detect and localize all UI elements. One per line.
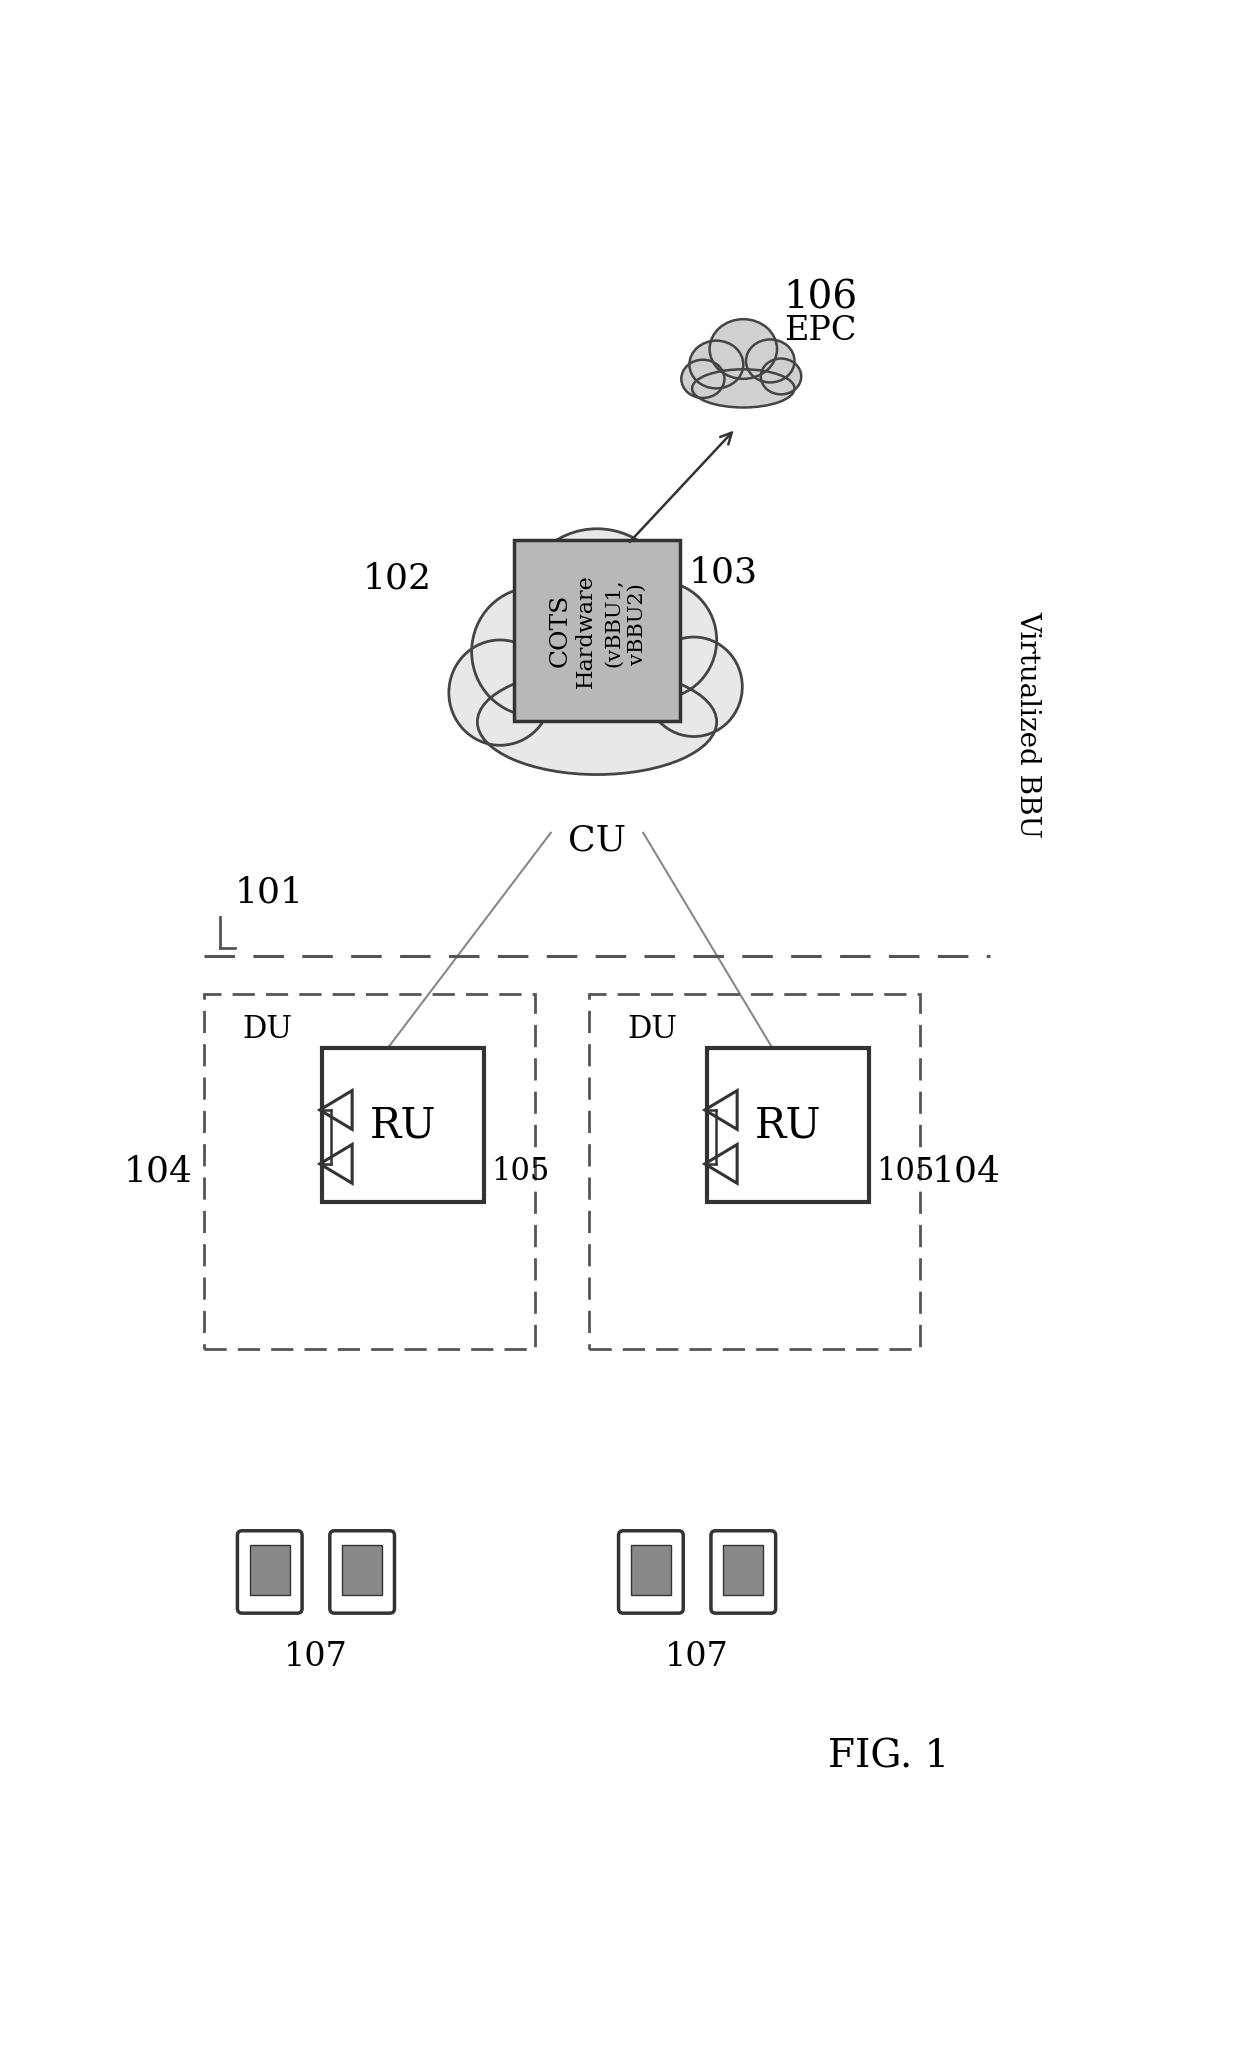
Text: RU: RU — [370, 1104, 436, 1147]
Ellipse shape — [517, 528, 677, 693]
Text: RU: RU — [755, 1104, 821, 1147]
Ellipse shape — [449, 640, 552, 745]
FancyBboxPatch shape — [619, 1531, 683, 1613]
Ellipse shape — [646, 637, 743, 736]
Text: 107: 107 — [665, 1642, 729, 1673]
Text: vBBU2): vBBU2) — [627, 584, 646, 666]
Text: FIG. 1: FIG. 1 — [828, 1739, 950, 1776]
Ellipse shape — [746, 340, 795, 382]
Ellipse shape — [692, 369, 795, 408]
Ellipse shape — [689, 340, 743, 388]
FancyBboxPatch shape — [237, 1531, 303, 1613]
Ellipse shape — [681, 359, 724, 398]
Text: Virtualized BBU: Virtualized BBU — [1014, 611, 1042, 838]
FancyBboxPatch shape — [515, 541, 680, 722]
Text: 102: 102 — [363, 561, 432, 596]
Text: 105: 105 — [877, 1155, 935, 1186]
Text: 103: 103 — [689, 555, 758, 590]
Text: DU: DU — [627, 1013, 678, 1044]
Ellipse shape — [603, 582, 717, 699]
Text: 107: 107 — [284, 1642, 348, 1673]
Text: (vBBU1,: (vBBU1, — [604, 580, 624, 666]
FancyBboxPatch shape — [631, 1545, 671, 1595]
FancyBboxPatch shape — [723, 1545, 764, 1595]
FancyBboxPatch shape — [330, 1531, 394, 1613]
Text: EPC: EPC — [784, 316, 856, 347]
Text: DU: DU — [243, 1013, 293, 1044]
Ellipse shape — [471, 588, 596, 716]
Text: 101: 101 — [236, 877, 304, 910]
Ellipse shape — [477, 668, 717, 774]
Text: Hardware: Hardware — [574, 574, 596, 687]
Ellipse shape — [709, 320, 777, 380]
Text: COTS: COTS — [548, 594, 572, 666]
Text: 106: 106 — [784, 279, 858, 316]
Ellipse shape — [761, 359, 801, 394]
Text: 105: 105 — [491, 1155, 549, 1186]
Text: 104: 104 — [932, 1155, 1001, 1188]
Text: 104: 104 — [124, 1155, 192, 1188]
Text: CU: CU — [568, 823, 626, 858]
FancyBboxPatch shape — [342, 1545, 382, 1595]
FancyBboxPatch shape — [322, 1048, 484, 1203]
FancyBboxPatch shape — [711, 1531, 776, 1613]
FancyBboxPatch shape — [249, 1545, 290, 1595]
FancyBboxPatch shape — [707, 1048, 869, 1203]
